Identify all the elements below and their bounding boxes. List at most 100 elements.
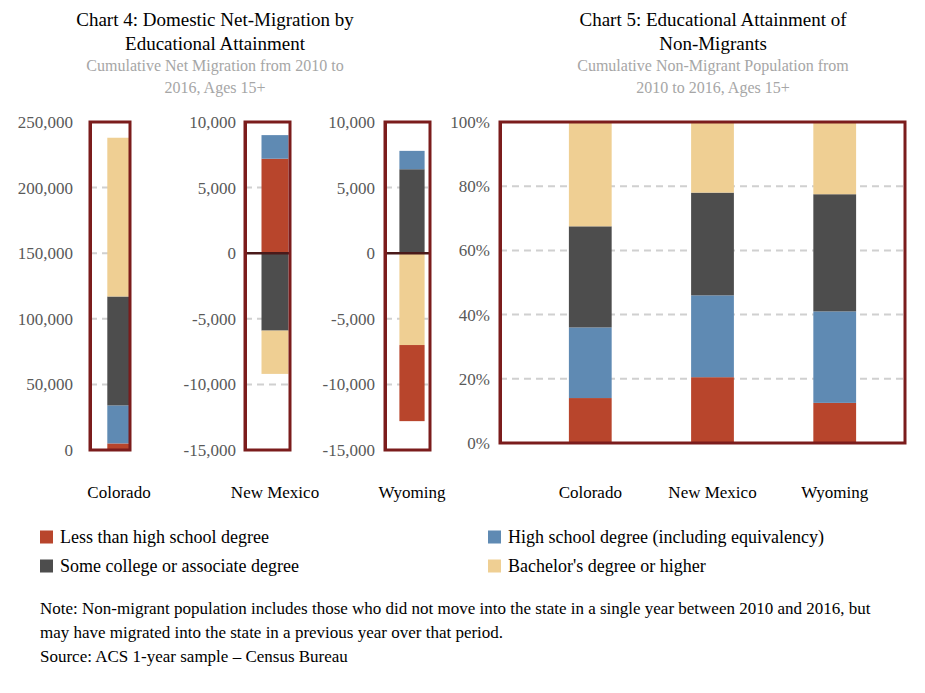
- bars: [262, 135, 289, 374]
- y-axis: 050,000100,000150,000200,000250,000: [18, 113, 91, 460]
- y-tick: 0: [228, 244, 246, 263]
- legend-swatch: [488, 531, 501, 544]
- y-tick: 40%: [459, 306, 500, 325]
- x-axis: New Mexico: [231, 483, 319, 502]
- bar-segment: [107, 296, 130, 405]
- plot-frame: [245, 122, 290, 450]
- text-line: Educational Attainment: [125, 33, 306, 54]
- tick-label: 10,000: [189, 113, 236, 132]
- bar-segment: [813, 122, 856, 194]
- bar-segment: [262, 135, 289, 159]
- y-tick: 200,000: [18, 179, 90, 198]
- plot-frame: [500, 122, 905, 443]
- tick-label: 0: [228, 244, 237, 263]
- bar-segment: [813, 194, 856, 311]
- grid-line: [245, 383, 290, 385]
- tick-label: -15,000: [323, 441, 375, 460]
- y-tick: -5,000: [331, 310, 385, 329]
- bar-segment: [691, 122, 734, 193]
- tick-label: -5,000: [192, 310, 236, 329]
- y-tick: 100,000: [18, 310, 90, 329]
- text-line: 2010 to 2016, Ages 15+: [636, 79, 789, 97]
- text-line: Note: Non-migrant population includes th…: [40, 599, 871, 618]
- tick-label: 60%: [459, 241, 490, 260]
- y-axis: -15,000 -10,000 -5,000 0 5,000 10,000: [184, 113, 246, 460]
- legend-label: Some college or associate degree: [60, 556, 299, 576]
- chart-title: Chart 4: Domestic Net-Migration by Educat…: [76, 9, 354, 54]
- chart-panel: -15,000-10,000-5,00005,00010,000Wyoming: [323, 113, 446, 502]
- plot-frame: [385, 122, 430, 450]
- text-line: Chart 4: Domestic Net-Migration by: [76, 9, 354, 30]
- tick-label: 250,000: [18, 113, 73, 132]
- tick-label: -10,000: [323, 375, 375, 394]
- bar-segment: [691, 193, 734, 296]
- x-axis: Colorado New Mexico Wyoming: [559, 483, 869, 502]
- bar-segment: [107, 138, 130, 297]
- chart-svg: Chart 4: Domestic Net-Migration by Educat…: [0, 0, 925, 693]
- bar-segment: [569, 327, 612, 398]
- chart-panel: Chart 4: Domestic Net-Migration by Educat…: [18, 9, 355, 502]
- x-tick: New Mexico: [231, 483, 319, 502]
- tick-label: 0%: [467, 434, 490, 453]
- chart-subtitle: Cumulative Non-Migrant Population from 20…: [577, 57, 849, 97]
- y-tick: 60%: [459, 241, 500, 260]
- legend-label: High school degree (including equivalenc…: [508, 527, 824, 548]
- y-tick: -15,000: [184, 441, 245, 460]
- footnote: Note: Non-migrant population includes th…: [40, 599, 871, 642]
- tick-label: -15,000: [184, 441, 236, 460]
- legend-item: High school degree (including equivalenc…: [488, 527, 824, 548]
- text-line: Cumulative Non-Migrant Population from: [577, 57, 849, 75]
- bars: [569, 122, 856, 443]
- tick-label: 100%: [450, 113, 490, 132]
- x-tick: Colorado: [559, 483, 622, 502]
- tick-label: 10,000: [328, 113, 375, 132]
- footer: Note: Non-migrant population includes th…: [40, 599, 871, 666]
- tick-label: 200,000: [18, 179, 73, 198]
- y-tick: 250,000: [18, 113, 90, 132]
- legend-item: Less than high school degree: [40, 527, 269, 547]
- y-tick: -15,000: [323, 441, 385, 460]
- bar-segment: [399, 169, 424, 253]
- bar-segment: [691, 295, 734, 377]
- tick-label: 50,000: [26, 375, 73, 394]
- legend-swatch: [488, 560, 501, 573]
- y-tick: -10,000: [184, 375, 245, 394]
- x-tick: New Mexico: [668, 483, 756, 502]
- category-label: Colorado: [559, 483, 622, 502]
- bar-segment: [813, 311, 856, 402]
- x-axis: Wyoming: [379, 483, 446, 502]
- y-axis: 0% 20% 40% 60% 80% 100%: [450, 113, 500, 453]
- y-tick: 20%: [459, 370, 500, 389]
- legend-item: Bachelor's degree or higher: [488, 556, 706, 576]
- bar-segment: [569, 122, 612, 226]
- tick-label: -5,000: [331, 310, 375, 329]
- zero-line: [385, 252, 430, 255]
- bar-segment: [107, 405, 130, 443]
- source: Source: ACS 1-year sample – Census Burea…: [40, 647, 348, 666]
- legend-item: Some college or associate degree: [40, 556, 299, 576]
- chart-panel: -15,000 -10,000 -5,000 0 5,000 10,000 New Mexi…: [184, 113, 320, 502]
- y-tick: -5,000: [192, 310, 245, 329]
- bar-segment: [399, 253, 424, 345]
- tick-label: 80%: [459, 177, 490, 196]
- category-label: Wyoming: [379, 483, 446, 502]
- x-tick: Wyoming: [801, 483, 868, 502]
- bar-segment: [262, 331, 289, 374]
- text-line: 2016, Ages 15+: [164, 79, 265, 97]
- tick-label: 5,000: [198, 179, 236, 198]
- y-tick: 100%: [450, 113, 500, 132]
- y-tick: 5,000: [198, 179, 245, 198]
- category-label: New Mexico: [668, 483, 756, 502]
- bars: [399, 151, 424, 421]
- axis-line: [499, 123, 502, 444]
- axis-line: [244, 123, 247, 451]
- y-tick: 50,000: [26, 375, 90, 394]
- y-tick: 0: [367, 244, 386, 263]
- bar-segment: [813, 403, 856, 443]
- figure: Chart 4: Domestic Net-Migration by Educat…: [0, 0, 925, 693]
- text-line: Non-Migrants: [659, 33, 767, 54]
- y-axis: -15,000-10,000-5,00005,00010,000: [323, 113, 386, 460]
- bar-segment: [399, 151, 424, 169]
- tick-label: 100,000: [18, 310, 73, 329]
- y-tick: -10,000: [323, 375, 385, 394]
